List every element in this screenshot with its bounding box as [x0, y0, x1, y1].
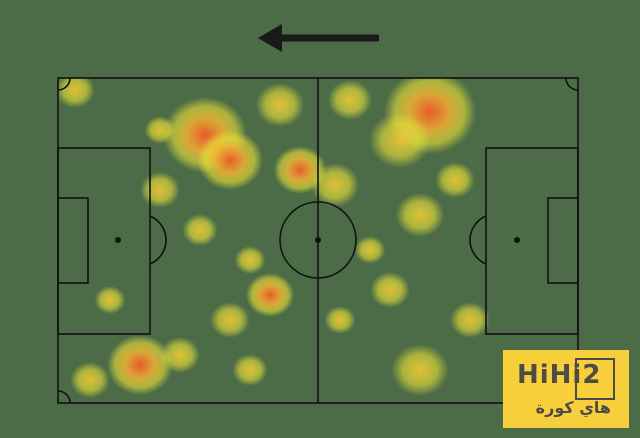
heat-spot: [369, 112, 431, 168]
right-penalty-spot: [514, 237, 520, 243]
right-penalty-box: [485, 147, 579, 335]
heat-spot: [234, 246, 266, 274]
heat-spot: [144, 116, 176, 144]
heat-spot: [94, 286, 126, 314]
right-penalty-arc: [469, 215, 487, 265]
heat-spot: [450, 302, 490, 338]
center-circle: [279, 201, 357, 279]
heat-spot: [255, 83, 305, 127]
heat-spot: [140, 172, 180, 208]
heat-spot: [232, 354, 268, 386]
logo-arabic-text: هاي كورة: [535, 398, 611, 417]
logo-text: HiHi2: [517, 360, 602, 390]
heat-spot: [197, 130, 263, 190]
watermark-logo: HiHi2 هاي كورة: [503, 350, 629, 428]
left-penalty-arc: [149, 215, 167, 265]
left-penalty-spot: [115, 237, 121, 243]
heat-spot: [245, 273, 295, 317]
heat-spot: [395, 193, 445, 237]
heat-spot: [70, 362, 110, 398]
heat-layer: [58, 78, 490, 398]
left-goal-box: [57, 197, 89, 284]
heat-spot: [182, 214, 218, 246]
heat-spot: [354, 236, 386, 264]
heat-spot: [210, 302, 250, 338]
heat-spot: [107, 335, 173, 395]
heat-spot: [310, 163, 360, 207]
heat-spot: [160, 337, 200, 373]
center-spot: [315, 237, 321, 243]
heat-spot: [328, 80, 372, 120]
heat-spot: [370, 272, 410, 308]
attack-direction-arrow-icon: [258, 24, 379, 52]
right-goal-box: [547, 197, 579, 284]
heat-spot: [391, 344, 449, 396]
heat-spot: [324, 306, 356, 334]
heat-spot: [435, 162, 475, 198]
